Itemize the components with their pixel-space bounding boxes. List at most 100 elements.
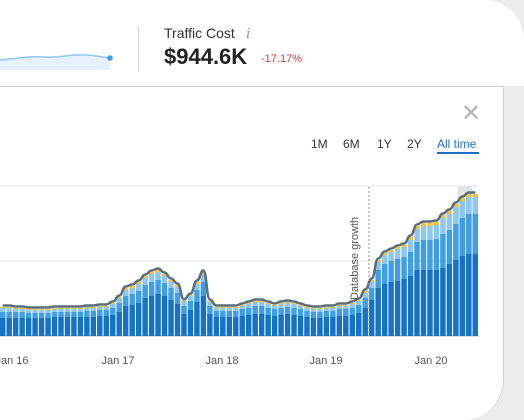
bar-segment[interactable] — [12, 318, 19, 336]
close-icon[interactable]: ✕ — [460, 100, 482, 127]
bar-segment[interactable] — [45, 318, 51, 336]
bar-segment[interactable] — [297, 306, 304, 309]
bar-segment[interactable] — [168, 300, 174, 336]
bar-segment[interactable] — [38, 318, 45, 336]
bar-segment[interactable] — [459, 256, 466, 336]
bar-segment[interactable] — [271, 309, 278, 316]
bar-segment[interactable] — [58, 312, 64, 317]
bar-segment[interactable] — [472, 194, 478, 197]
bar-segment[interactable] — [181, 314, 187, 336]
bar-segment[interactable] — [233, 308, 239, 311]
bar-segment[interactable] — [200, 272, 207, 274]
bar-segment[interactable] — [349, 315, 356, 336]
bar-segment[interactable] — [97, 310, 103, 316]
range-all-time-button[interactable]: All time — [437, 137, 477, 151]
bar-segment[interactable] — [278, 304, 284, 308]
bar-segment[interactable] — [32, 318, 38, 336]
bar-segment[interactable] — [155, 280, 161, 294]
bar-segment[interactable] — [362, 291, 368, 293]
bar-segment[interactable] — [407, 252, 414, 276]
bar-segment[interactable] — [58, 317, 64, 336]
bar-segment[interactable] — [323, 317, 330, 336]
bar-segment[interactable] — [356, 313, 362, 336]
bar-segment[interactable] — [90, 317, 97, 336]
bar-segment[interactable] — [187, 310, 194, 336]
bar-segment[interactable] — [252, 306, 258, 314]
bar-segment[interactable] — [51, 317, 58, 336]
bar-segment[interactable] — [394, 247, 401, 249]
bar-segment[interactable] — [226, 311, 233, 317]
bar-segment[interactable] — [349, 303, 356, 304]
bar-segment[interactable] — [168, 288, 174, 300]
bar-segment[interactable] — [25, 313, 32, 318]
bar-segment[interactable] — [6, 312, 12, 318]
bar-segment[interactable] — [122, 306, 129, 336]
bar-segment[interactable] — [110, 308, 116, 315]
bar-segment[interactable] — [407, 237, 414, 240]
bar-segment[interactable] — [356, 300, 362, 301]
bar-segment[interactable] — [440, 234, 446, 268]
bar-segment[interactable] — [362, 298, 368, 308]
bar-segment[interactable] — [25, 309, 32, 310]
bar-segment[interactable] — [388, 250, 394, 252]
bar-segment[interactable] — [284, 314, 291, 336]
bar-segment[interactable] — [394, 281, 401, 336]
bar-segment[interactable] — [362, 308, 368, 336]
bar-segment[interactable] — [103, 307, 110, 310]
bar-segment[interactable] — [116, 297, 122, 298]
bar-segment[interactable] — [466, 197, 472, 214]
bar-segment[interactable] — [310, 309, 317, 312]
bar-segment[interactable] — [200, 274, 207, 282]
bar-segment[interactable] — [148, 272, 155, 274]
bar-segment[interactable] — [330, 308, 336, 311]
bar-segment[interactable] — [103, 310, 110, 316]
bar-segment[interactable] — [90, 311, 97, 317]
bar-segment[interactable] — [375, 260, 381, 262]
bar-segment[interactable] — [84, 317, 90, 336]
bar-segment[interactable] — [427, 226, 433, 240]
bar-segment[interactable] — [174, 287, 181, 293]
bar-segment[interactable] — [45, 309, 51, 310]
bar-segment[interactable] — [155, 294, 161, 336]
bar-segment[interactable] — [181, 306, 187, 314]
bar-segment[interactable] — [58, 309, 64, 312]
bar-segment[interactable] — [388, 282, 394, 336]
bar-segment[interactable] — [414, 229, 420, 242]
bar-segment[interactable] — [103, 316, 110, 336]
bar-segment[interactable] — [453, 207, 459, 224]
bar-segment[interactable] — [38, 310, 45, 313]
bar-segment[interactable] — [161, 276, 168, 283]
bar-segment[interactable] — [446, 211, 453, 214]
bar-segment[interactable] — [122, 290, 129, 296]
bar-segment[interactable] — [97, 316, 103, 336]
bar-segment[interactable] — [187, 296, 194, 301]
bar-segment[interactable] — [194, 282, 200, 284]
bar-segment[interactable] — [375, 288, 381, 336]
bar-segment[interactable] — [51, 308, 58, 309]
bar-segment[interactable] — [38, 309, 45, 310]
bar-segment[interactable] — [265, 308, 271, 315]
bar-segment[interactable] — [0, 308, 6, 312]
bar-segment[interactable] — [304, 317, 310, 336]
bar-segment[interactable] — [381, 255, 388, 264]
bar-segment[interactable] — [265, 315, 271, 336]
bar-segment[interactable] — [466, 254, 472, 336]
bar-segment[interactable] — [32, 310, 38, 313]
bar-segment[interactable] — [459, 198, 466, 201]
bar-segment[interactable] — [362, 293, 368, 298]
bar-segment[interactable] — [12, 308, 19, 309]
bar-segment[interactable] — [116, 303, 122, 312]
bar-segment[interactable] — [466, 214, 472, 254]
bar-segment[interactable] — [291, 304, 297, 308]
bar-segment[interactable] — [12, 312, 19, 318]
bar-segment[interactable] — [174, 285, 181, 287]
bar-segment[interactable] — [207, 302, 213, 306]
bar-segment[interactable] — [317, 309, 323, 312]
bar-segment[interactable] — [284, 302, 291, 303]
bar-segment[interactable] — [213, 311, 220, 317]
bar-segment[interactable] — [453, 204, 459, 207]
bar-segment[interactable] — [6, 318, 12, 336]
bar-segment[interactable] — [317, 318, 323, 336]
bar-segment[interactable] — [381, 284, 388, 336]
bar-segment[interactable] — [472, 254, 478, 336]
